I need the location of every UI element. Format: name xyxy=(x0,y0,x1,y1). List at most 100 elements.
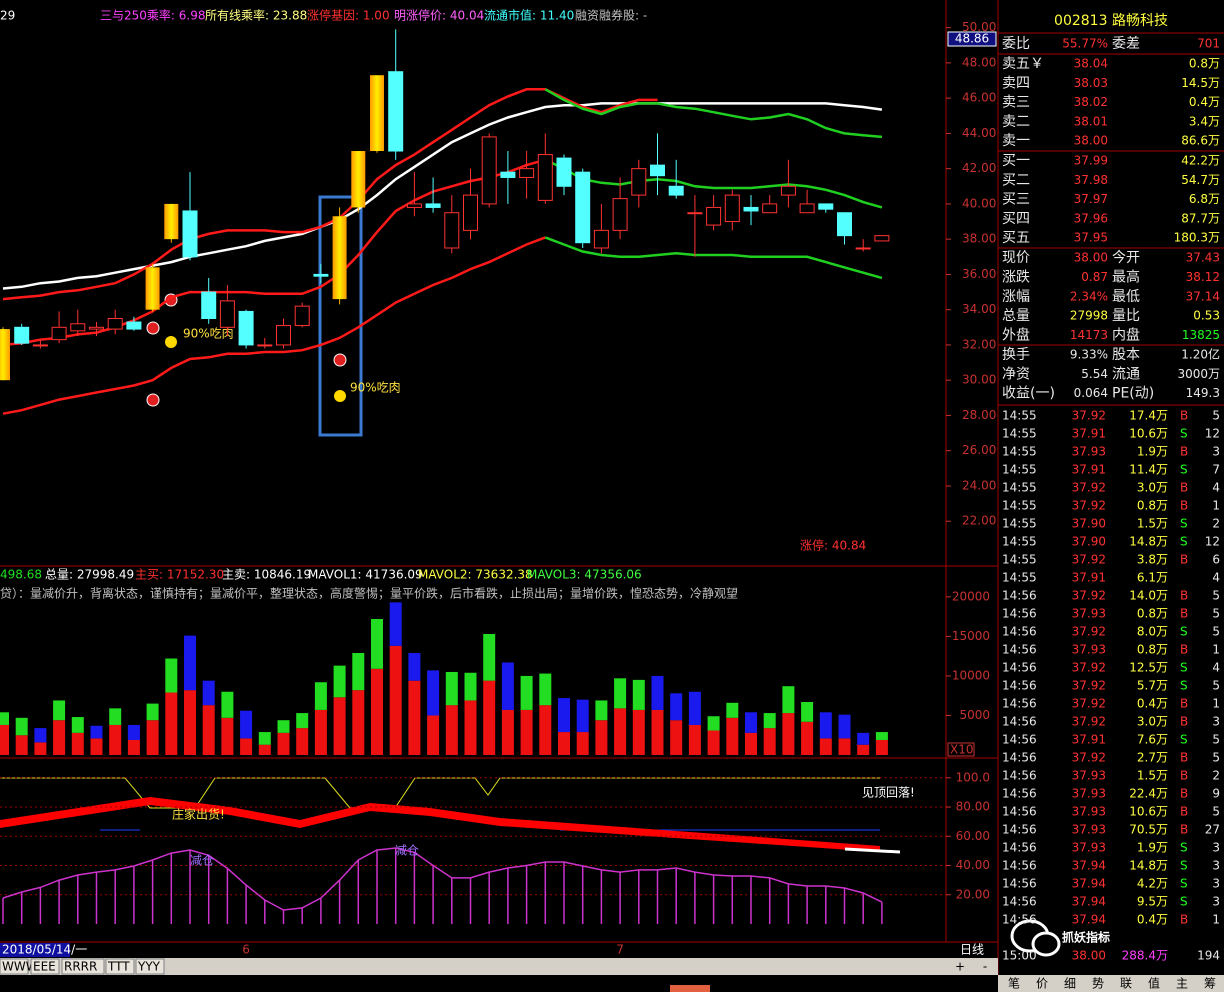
trade-time: 14:55 xyxy=(1002,427,1037,441)
trade-volume: 7.6万 xyxy=(1137,733,1168,747)
tab-label[interactable]: RRRR xyxy=(64,960,97,974)
candle-body xyxy=(799,203,815,214)
candle-body xyxy=(145,267,160,310)
trade-side: S xyxy=(1180,427,1188,441)
trade-volume: 5.7万 xyxy=(1137,679,1168,693)
candle-body xyxy=(724,194,740,223)
volume-bar xyxy=(576,732,589,755)
x-tick-label: 7 xyxy=(616,943,624,957)
trade-count: 5 xyxy=(1212,805,1220,819)
tab xyxy=(0,958,29,975)
volume-bar xyxy=(763,713,776,729)
y-tick-label: 48.00 xyxy=(962,55,996,69)
volume-bar xyxy=(277,732,290,755)
panel-tab[interactable]: 值 xyxy=(1148,976,1160,991)
annotation: 90%吃肉 xyxy=(183,327,234,341)
trade-time: 14:56 xyxy=(1002,787,1037,801)
stat-label: 最低 xyxy=(1112,289,1140,305)
candle-body xyxy=(351,151,366,208)
zoom-button[interactable]: - xyxy=(983,960,987,974)
trade-count: 5 xyxy=(1212,625,1220,639)
candle-body xyxy=(463,194,478,231)
volume-bar xyxy=(614,708,627,755)
stat-label: PE(动) xyxy=(1112,386,1154,402)
y-tick-label: 28.00 xyxy=(962,408,996,422)
trade-side: B xyxy=(1180,643,1188,657)
panel-tab[interactable]: 联 xyxy=(1120,977,1132,991)
panel-tab-bar xyxy=(998,975,1224,992)
panel-tab[interactable]: 筹 xyxy=(1204,977,1216,991)
panel-tab[interactable]: 主 xyxy=(1176,977,1188,991)
header-item: 三与250乘率: 6.98 xyxy=(100,8,205,23)
book-volume: 42.2万 xyxy=(1181,154,1220,168)
tab-label[interactable]: WWW xyxy=(2,960,38,974)
candle-body xyxy=(818,203,834,210)
tab-label[interactable]: EEE xyxy=(33,960,56,974)
stat-label: 内盘 xyxy=(1112,327,1140,344)
book-label: 买四 xyxy=(1002,211,1030,227)
trade-volume: 1.9万 xyxy=(1137,841,1168,855)
trade-time: 14:56 xyxy=(1002,859,1037,873)
trade-count: 5 xyxy=(1212,409,1220,423)
stat-value: 0.53 xyxy=(1193,309,1220,323)
candle-body xyxy=(89,326,104,330)
volume-bar xyxy=(333,665,346,698)
x-tick-label: 2018/05/14/一 xyxy=(2,943,87,957)
trade-count: 5 xyxy=(1212,751,1220,765)
x-tick-label: 6 xyxy=(242,943,250,957)
trade-side: S xyxy=(1180,841,1188,855)
candle-body xyxy=(425,203,441,208)
volume-bar xyxy=(127,724,140,740)
trade-side: B xyxy=(1180,607,1188,621)
trade-volume: 70.5万 xyxy=(1129,823,1168,837)
status-icon xyxy=(670,985,710,992)
volume-bar xyxy=(688,691,701,725)
stat-label: 净资 xyxy=(1002,366,1030,382)
volume-bar xyxy=(838,714,851,739)
book-volume: 54.7万 xyxy=(1181,173,1220,187)
signal-ball xyxy=(333,353,347,367)
zoom-button[interactable]: + xyxy=(955,960,965,974)
candle-body xyxy=(687,212,703,215)
trade-side: B xyxy=(1180,751,1188,765)
trade-count: 9 xyxy=(1212,787,1220,801)
volume-bar xyxy=(427,670,440,716)
panel-tab[interactable]: 笔 xyxy=(1008,976,1020,991)
trade-count: 3 xyxy=(1212,877,1220,891)
candle-body xyxy=(537,154,553,201)
trade-side: S xyxy=(1180,517,1188,531)
scale-box xyxy=(947,742,975,757)
stat-label: 量比 xyxy=(1112,308,1140,324)
tab-label[interactable]: YYY xyxy=(137,960,161,974)
book-volume: 180.3万 xyxy=(1174,231,1220,245)
volume-stat: MAVOL2: 73632.38 xyxy=(418,568,533,582)
volume-bar xyxy=(501,709,514,755)
candle-body xyxy=(70,323,86,332)
header-item: 所有线乘率: 23.88 xyxy=(205,8,307,23)
trade-side: B xyxy=(1180,409,1188,423)
trade-side: S xyxy=(1180,661,1188,675)
candle-body xyxy=(238,310,254,346)
volume-bar xyxy=(520,675,533,710)
trade-volume: 2.7万 xyxy=(1137,751,1168,765)
panel-tab[interactable]: 势 xyxy=(1092,977,1104,991)
trade-time: 14:56 xyxy=(1002,877,1037,891)
volume-bar xyxy=(670,720,683,755)
trade-price: 37.93 xyxy=(1072,769,1106,783)
volume-bar xyxy=(595,700,608,721)
panel-tab[interactable]: 价 xyxy=(1036,977,1048,991)
trade-side: B xyxy=(1180,823,1188,837)
trade-side: B xyxy=(1180,913,1188,927)
ma-line xyxy=(544,88,883,139)
volume-bar xyxy=(34,742,47,755)
volume-bar xyxy=(202,705,215,755)
volume-bar xyxy=(314,709,327,755)
volume-bar xyxy=(0,712,9,725)
panel-tab[interactable]: 细 xyxy=(1064,977,1076,991)
tab-label[interactable]: TTT xyxy=(107,960,130,974)
volume-bar xyxy=(483,680,496,755)
volume-bar xyxy=(558,698,570,733)
volume-bar xyxy=(389,645,402,755)
trade-time: 14:56 xyxy=(1002,751,1037,765)
candle-body xyxy=(481,136,497,205)
